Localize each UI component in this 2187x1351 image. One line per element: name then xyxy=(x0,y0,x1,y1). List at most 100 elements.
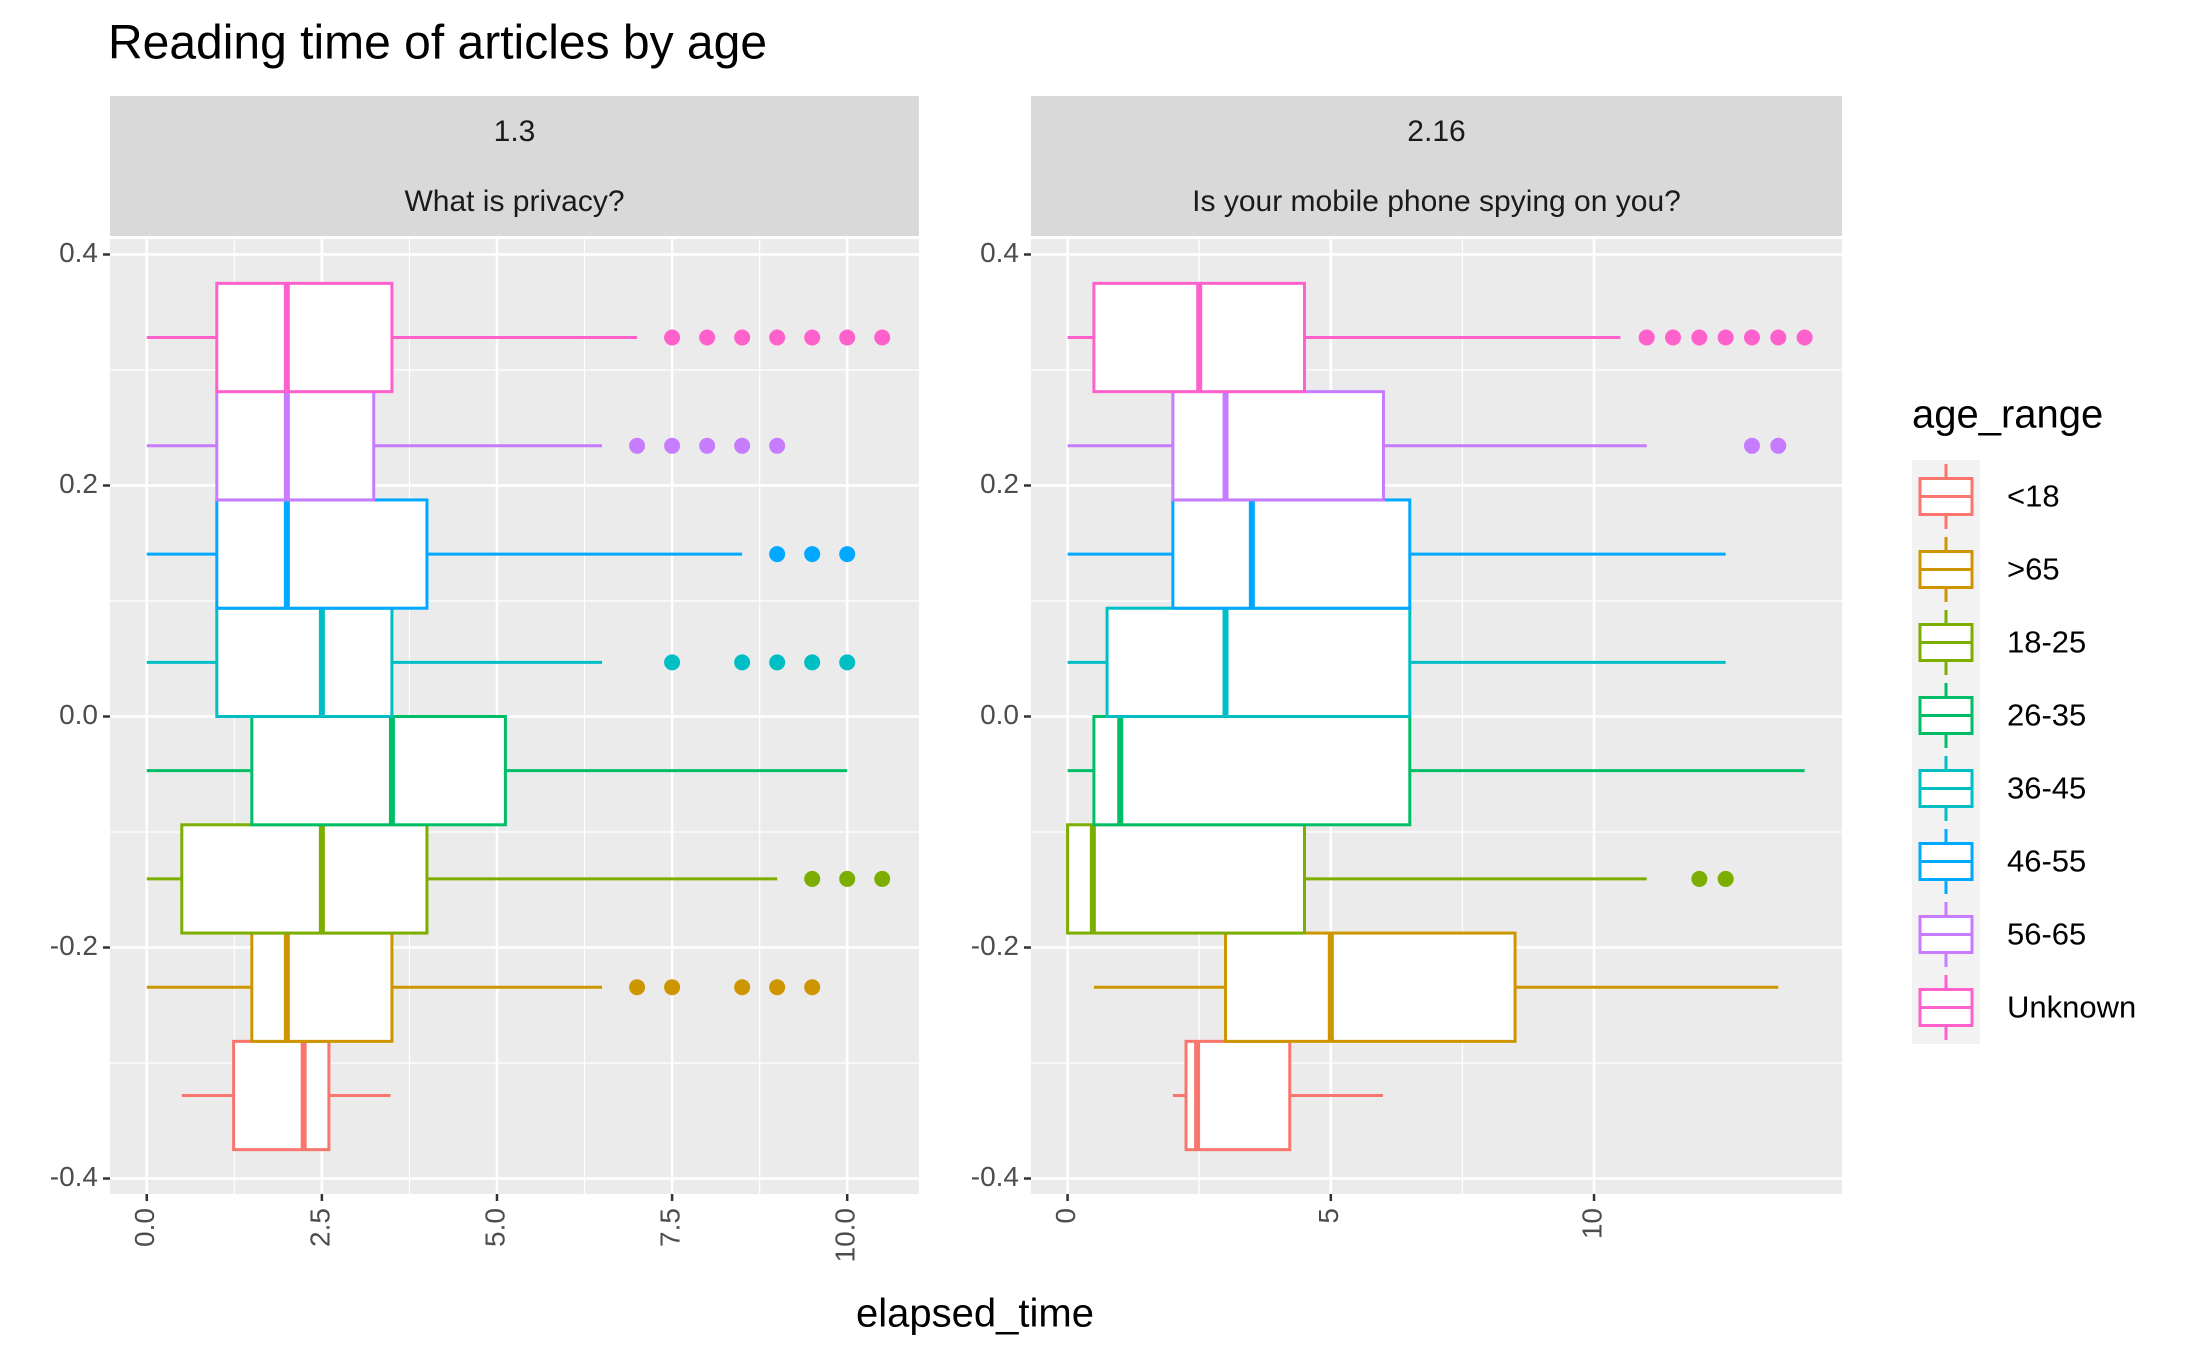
outlier xyxy=(734,979,751,996)
box-group xyxy=(1093,931,1779,1043)
box xyxy=(180,823,429,935)
box xyxy=(1224,931,1517,1043)
x-tick-label: 0.0 xyxy=(129,1208,160,1247)
legend-label: 46-55 xyxy=(2007,844,2086,879)
x-tick-label: 0 xyxy=(1050,1208,1081,1224)
y-tick-label: 0.2 xyxy=(59,468,98,499)
outlier xyxy=(629,437,646,454)
outlier xyxy=(1717,870,1734,887)
legend-label: <18 xyxy=(2007,479,2060,514)
y-tick-label: 0.4 xyxy=(59,237,98,268)
legend-label: Unknown xyxy=(2007,990,2136,1025)
box xyxy=(215,281,394,394)
outlier xyxy=(1691,870,1708,887)
box-group xyxy=(1067,715,1805,827)
box-group xyxy=(1067,606,1726,719)
legend-label: >65 xyxy=(2007,552,2060,587)
box xyxy=(250,931,394,1043)
outlier xyxy=(734,654,751,671)
outlier xyxy=(1638,329,1655,346)
outlier xyxy=(769,437,786,454)
x-tick-label: 10.0 xyxy=(830,1208,861,1263)
legend-title: age_range xyxy=(1912,393,2103,437)
y-tick-label: -0.4 xyxy=(50,1161,98,1192)
outlier xyxy=(1770,437,1787,454)
box xyxy=(215,498,429,610)
strip-background xyxy=(110,96,919,166)
box-group xyxy=(1172,1039,1383,1152)
outlier xyxy=(839,546,856,563)
y-tick-label: 0.4 xyxy=(980,237,1019,268)
outlier xyxy=(1717,329,1734,346)
legend-label: 26-35 xyxy=(2007,698,2086,733)
legend-label: 36-45 xyxy=(2007,771,2086,806)
box-group xyxy=(146,931,821,1043)
outlier xyxy=(804,654,821,671)
box xyxy=(1184,1039,1292,1152)
x-tick-label: 5 xyxy=(1313,1208,1344,1224)
strip-background xyxy=(1031,96,1842,166)
strip-label: 2.16 xyxy=(1407,115,1465,148)
outlier xyxy=(629,979,646,996)
box xyxy=(215,390,376,502)
box-group xyxy=(146,498,856,610)
outlier xyxy=(1691,329,1708,346)
box xyxy=(250,715,507,827)
box-group xyxy=(1066,823,1734,935)
y-tick-label: -0.4 xyxy=(971,1161,1019,1192)
outlier xyxy=(839,329,856,346)
outlier xyxy=(804,546,821,563)
outlier xyxy=(874,329,891,346)
y-tick-label: 0.2 xyxy=(980,468,1019,499)
strip-label: 1.3 xyxy=(494,115,536,148)
y-tick-label: 0.0 xyxy=(980,699,1019,730)
outlier xyxy=(839,654,856,671)
strip-background xyxy=(1031,166,1842,236)
strip-label: What is privacy? xyxy=(404,185,624,218)
outlier xyxy=(734,329,751,346)
strip-background xyxy=(110,166,919,236)
box-group xyxy=(146,281,891,394)
y-tick-label: -0.2 xyxy=(971,930,1019,961)
outlier xyxy=(699,437,716,454)
y-tick-label: -0.2 xyxy=(50,930,98,961)
x-tick-label: 2.5 xyxy=(304,1208,335,1247)
outlier xyxy=(839,870,856,887)
outlier xyxy=(769,546,786,563)
y-tick-label: 0.0 xyxy=(59,699,98,730)
x-tick-label: 7.5 xyxy=(654,1208,685,1247)
outlier xyxy=(1796,329,1813,346)
outlier xyxy=(1770,329,1787,346)
box-group xyxy=(181,1039,391,1152)
strip-label: Is your mobile phone spying on you? xyxy=(1192,185,1681,218)
chart-title: Reading time of articles by age xyxy=(108,17,767,70)
outlier xyxy=(734,437,751,454)
outlier xyxy=(1743,437,1760,454)
x-tick-label: 10 xyxy=(1576,1208,1607,1239)
box-group xyxy=(146,715,848,827)
box-group xyxy=(146,606,856,719)
outlier xyxy=(804,329,821,346)
outlier xyxy=(664,329,681,346)
box xyxy=(1105,606,1412,719)
outlier xyxy=(664,979,681,996)
outlier xyxy=(664,654,681,671)
outlier xyxy=(804,979,821,996)
legend-label: 56-65 xyxy=(2007,917,2086,952)
box xyxy=(1066,823,1306,935)
outlier xyxy=(664,437,681,454)
outlier xyxy=(804,870,821,887)
outlier xyxy=(874,870,891,887)
box xyxy=(215,606,394,719)
outlier xyxy=(699,329,716,346)
x-axis-label: elapsed_time xyxy=(856,1292,1094,1336)
box-group xyxy=(1067,281,1813,394)
legend-label: 18-25 xyxy=(2007,625,2086,660)
box xyxy=(1092,715,1412,827)
outlier xyxy=(1743,329,1760,346)
outlier xyxy=(769,654,786,671)
box-group xyxy=(1067,390,1787,502)
box xyxy=(1171,498,1412,610)
